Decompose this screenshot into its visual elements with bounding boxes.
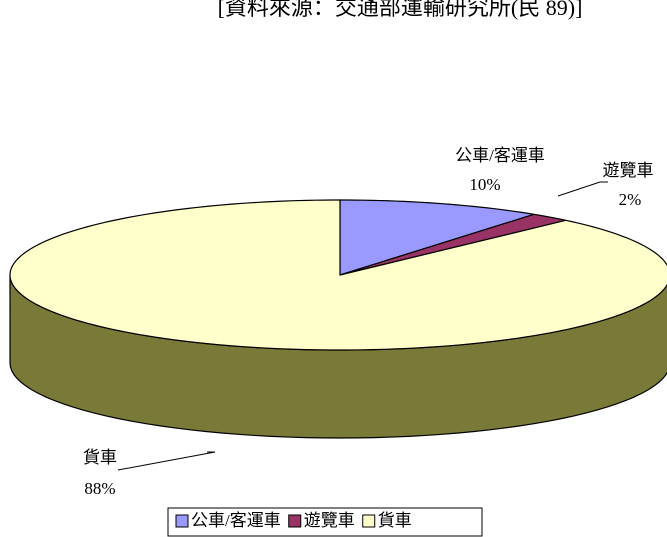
slice <box>339 213 567 276</box>
legend-label: 公車/客運車 <box>191 511 281 530</box>
slice-value-label: 88% <box>84 479 115 498</box>
chart-title: [資料來源：交通部運輸研究所(民 89)] <box>218 0 583 20</box>
pie <box>9 199 667 439</box>
leader-line <box>557 181 608 197</box>
legend-swatch <box>175 514 189 528</box>
slice-name: 貨車 <box>83 448 117 467</box>
labels: 公車/客運車 10% 遊覽車 2% 貨車 88% <box>83 146 654 498</box>
slice-value-label: 10% <box>469 175 500 194</box>
legend: 公車/客運車 遊覽車 貨車 <box>175 511 412 530</box>
slice-value-label: 2% <box>619 190 642 209</box>
leader-line <box>117 451 216 471</box>
slice-name: 遊覽車 <box>603 161 654 180</box>
slice <box>339 199 535 276</box>
legend-label: 遊覽車 <box>304 511 355 530</box>
legend-box <box>167 507 483 537</box>
legend-swatch <box>288 514 302 528</box>
legend-label: 貨車 <box>378 511 412 530</box>
slice-name: 公車/客運車 <box>455 146 545 165</box>
slice <box>9 199 667 351</box>
legend-swatch <box>362 514 376 528</box>
